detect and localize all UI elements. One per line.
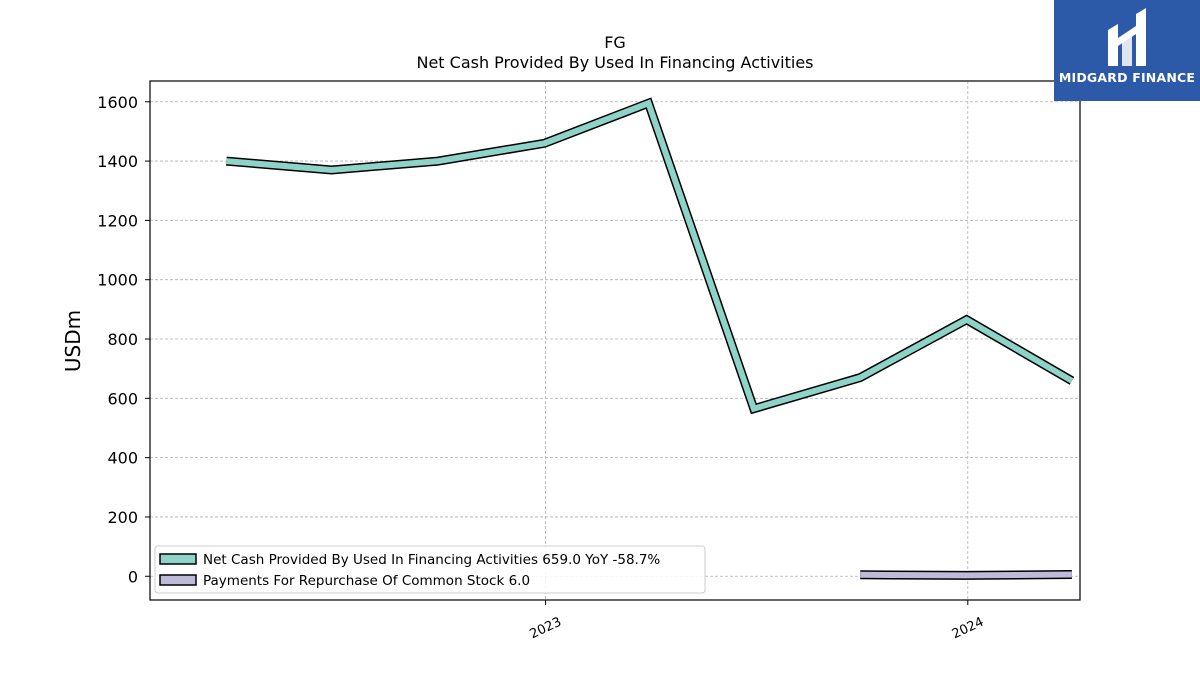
legend-swatch — [159, 553, 197, 565]
midgard-logo-icon — [1108, 8, 1146, 66]
series-line — [226, 99, 1074, 413]
x-tick-label: 2023 — [528, 615, 564, 643]
legend-label: Payments For Repurchase Of Common Stock … — [203, 573, 530, 589]
x-axis: 2023 2024 — [528, 600, 986, 643]
y-tick-label: 600 — [107, 389, 138, 408]
series-line-outline — [225, 97, 1075, 415]
data-point — [331, 169, 332, 170]
chart-subtitle: Net Cash Provided By Used In Financing A… — [416, 53, 813, 72]
y-axis: 0 200 400 600 800 1000 1200 1400 1600 — [97, 93, 150, 586]
x-tick-label: 2024 — [950, 615, 986, 643]
data-point — [1071, 574, 1072, 575]
grid — [150, 81, 1080, 600]
y-tick-label: 200 — [107, 508, 138, 527]
legend-box — [154, 545, 706, 594]
y-tick-label: 400 — [107, 449, 138, 468]
brand-name: MIDGARD FINANCE — [1058, 70, 1196, 85]
data-point — [966, 319, 967, 320]
series-line — [860, 571, 1072, 579]
series-layer — [225, 97, 1075, 580]
data-point — [648, 103, 649, 104]
y-tick-label: 1200 — [97, 211, 138, 230]
y-axis-label: USDm — [61, 310, 85, 372]
legend-label: Net Cash Provided By Used In Financing A… — [203, 552, 660, 568]
data-point — [753, 408, 754, 409]
data-point — [544, 143, 545, 144]
y-tick-label: 1600 — [97, 93, 138, 112]
plot-frame — [149, 80, 1081, 601]
y-tick-label: 0 — [128, 567, 138, 586]
data-point — [1071, 380, 1072, 381]
y-tick-label: 1400 — [97, 152, 138, 171]
data-point — [966, 575, 967, 576]
data-point — [226, 161, 227, 162]
brand-logo: MIDGARD FINANCE — [1054, 0, 1200, 101]
data-point — [860, 377, 861, 378]
data-point — [438, 161, 439, 162]
legend-swatch — [159, 574, 197, 586]
data-point — [860, 574, 861, 575]
y-tick-label: 1000 — [97, 271, 138, 290]
chart-title: FG — [604, 33, 626, 52]
legend: Net Cash Provided By Used In Financing A… — [154, 545, 706, 594]
y-tick-label: 800 — [107, 330, 138, 349]
